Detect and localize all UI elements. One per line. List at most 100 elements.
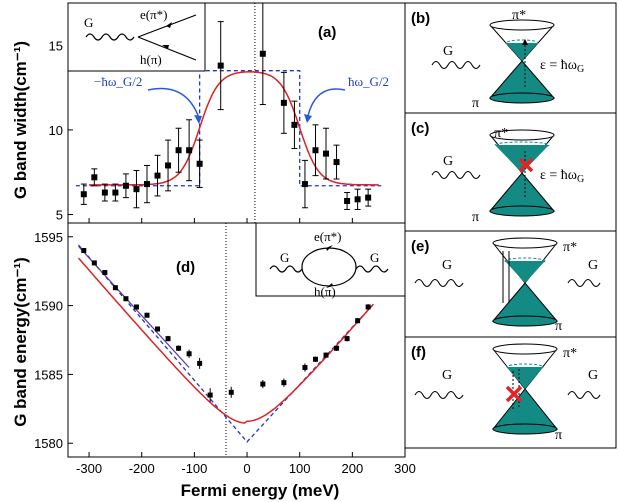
data-point: [122, 182, 129, 189]
x-tick-label: 200: [341, 461, 363, 476]
filled-upper-cone-icon: [505, 261, 545, 283]
arrow-icon: [166, 22, 172, 28]
cone-base-icon: [492, 423, 558, 435]
y-tick-label: 15: [49, 38, 63, 53]
diagram-e-top: π*: [563, 240, 577, 255]
y-tick-label: 10: [49, 123, 63, 138]
annotation-left: −ħω_G/2: [94, 74, 202, 124]
inset-a-upper: e(π*): [140, 7, 168, 22]
diagram-f-g-left: G: [442, 368, 452, 383]
data-point: [217, 62, 224, 69]
data-point: [301, 181, 308, 188]
x-tick-label: 0: [243, 461, 250, 476]
fermi-level-icon: [504, 257, 546, 265]
fit-curve: [77, 257, 374, 424]
inset-a-lower: h(π): [140, 52, 162, 67]
data-point: [260, 381, 266, 387]
data-point: [176, 345, 182, 351]
data-point: [102, 270, 108, 276]
lower-cone-icon: [491, 388, 559, 430]
arrow-icon: [326, 245, 333, 251]
data-point: [123, 296, 129, 302]
data-point: [165, 162, 172, 169]
inset-d-lower: h(π): [314, 284, 336, 299]
y-tick-label: 1580: [34, 436, 63, 451]
phonon-wave-icon: [567, 390, 601, 400]
diagram-f-bottom: π: [555, 428, 562, 443]
panel-a: 5 10 15: [49, 2, 382, 223]
arrow-icon: [522, 39, 528, 45]
filled-upper-cone-icon: [507, 367, 543, 389]
diagram-b-eq: ε = ħωG: [540, 58, 584, 75]
annotation-left-text: −ħω_G/2: [94, 74, 142, 89]
data-point: [91, 174, 98, 181]
fermi-level-icon: [506, 363, 544, 371]
cone-rim-icon: [492, 237, 558, 249]
inset-d-g-right: G: [370, 250, 379, 265]
diagram-b-label: (b): [411, 10, 430, 27]
diagram-f-label: (f): [411, 344, 426, 361]
data-point: [228, 389, 234, 395]
phonon-wave-icon: [431, 170, 481, 180]
data-point: [175, 147, 182, 154]
phonon-wave-icon: [269, 265, 303, 273]
data-point: [112, 285, 118, 291]
x-tick-label: 300: [394, 461, 416, 476]
dashed-v-line: [78, 244, 374, 443]
data-point: [91, 260, 97, 266]
data-point: [312, 356, 318, 362]
arrow-icon: [194, 115, 202, 124]
data-point: [333, 159, 340, 166]
diagram-b-bottom: π: [472, 96, 479, 111]
y-tick-label: 1590: [34, 299, 63, 314]
diagram-b-g: G: [443, 44, 453, 59]
annotation-right-text: ħω_G/2: [348, 74, 389, 89]
y-tick-label: 5: [56, 208, 63, 223]
fit-curve: [89, 71, 379, 186]
fermi-level-icon: [505, 39, 539, 47]
diagram-c-bottom: π: [472, 210, 479, 225]
data-point: [186, 147, 193, 154]
data-point: [112, 189, 119, 196]
cone-base-icon: [489, 92, 555, 104]
data-point: [133, 186, 140, 193]
x-tick-label: -100: [181, 461, 207, 476]
data-point: [365, 304, 371, 310]
diagram-c-eq: ε = ħωG: [540, 168, 584, 185]
data-point: [186, 351, 192, 357]
data-point: [312, 147, 319, 154]
data-point: [323, 352, 329, 358]
arrow-icon: [326, 283, 333, 288]
filled-upper-cone-icon: [506, 43, 538, 61]
phonon-wave-icon: [85, 33, 135, 41]
x-tick-label: 100: [289, 461, 311, 476]
data-point: [80, 191, 87, 198]
inset-d-g-left: G: [280, 250, 289, 265]
data-point: [280, 99, 287, 106]
panel-label-a: (a): [318, 24, 336, 41]
phonon-wave-icon: [355, 265, 389, 273]
fit-curve-overlay: [78, 245, 190, 368]
panel-d: 1580 1585 1590 1595 -300 -200 -100 0 100 200 300: [34, 223, 416, 476]
diagram-c-label: (c): [411, 120, 429, 137]
phonon-wave-icon: [414, 390, 464, 400]
diagram-f-g-right: G: [588, 368, 598, 383]
data-point: [154, 172, 161, 179]
data-point: [334, 345, 340, 351]
data-point: [355, 318, 361, 324]
x-tick-label: -200: [129, 461, 155, 476]
data-point: [323, 150, 330, 157]
inset-d-upper: e(π*): [314, 229, 342, 244]
hole-line-icon: [137, 36, 197, 61]
diagram-e-g-right: G: [588, 258, 598, 273]
diagram-e-g-left: G: [442, 258, 452, 273]
cone-base-icon: [489, 205, 555, 217]
annotation-right: ħω_G/2: [304, 74, 389, 123]
phonon-wave-icon: [431, 60, 481, 70]
arrow-icon: [162, 45, 169, 49]
cone-rim-icon: [489, 19, 555, 31]
cone-rim-icon: [492, 343, 558, 355]
diagram-e-bottom: π: [555, 319, 562, 334]
forbidden-cross-icon: [518, 157, 534, 173]
